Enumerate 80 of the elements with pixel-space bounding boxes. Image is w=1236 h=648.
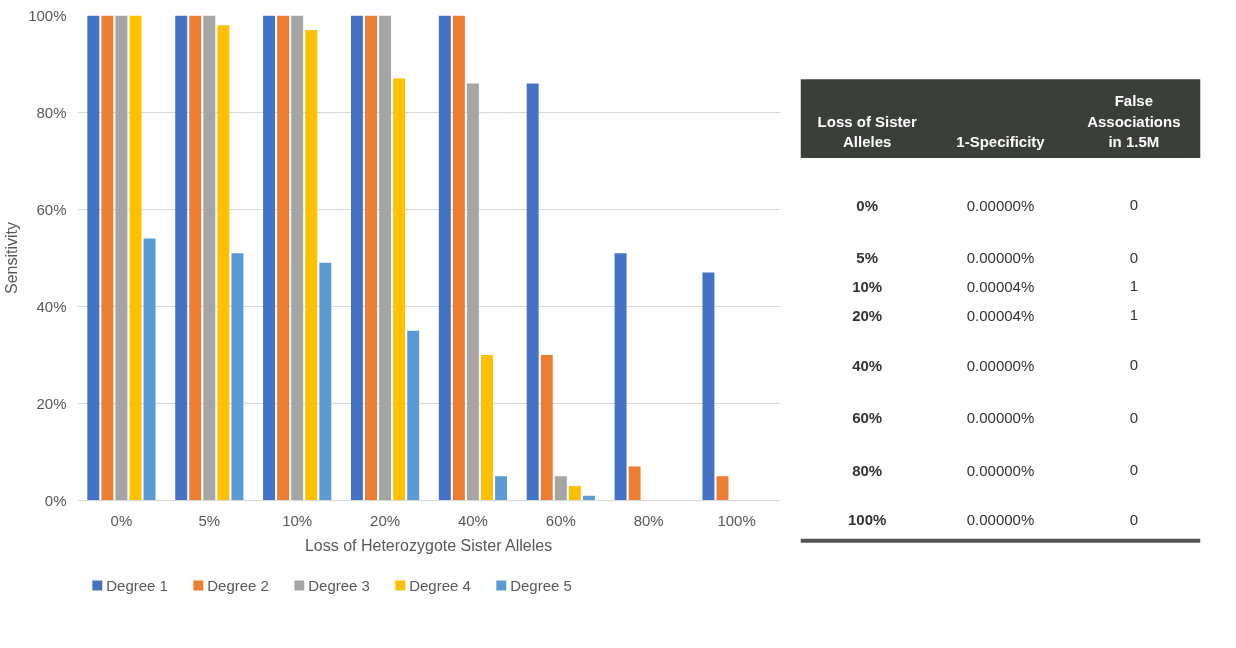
x-tick-label: 20% [370,511,401,529]
bar [481,355,493,501]
x-axis-title: Loss of Heterozygote Sister Alleles [304,536,553,554]
legend-label: Degree 5 [510,577,572,594]
bar [291,15,304,501]
text: 40% [852,356,883,374]
text: 0 [1129,510,1139,528]
bar [716,476,729,501]
x-tick-label: 5% [198,511,221,529]
text: Loss of Sister Alleles [817,112,917,151]
bar [189,15,202,501]
bar [365,15,377,501]
bar [305,30,318,501]
text: 0 [1129,196,1139,214]
y-tick-label: 0% [44,492,67,509]
bar [628,466,641,501]
text: 0 [1129,408,1139,426]
text: 10% [852,277,883,295]
bar [319,262,332,501]
text: 5% [856,249,879,267]
bar [217,25,230,501]
bar [203,15,216,501]
text: 0 [1129,461,1139,479]
y-tick-label: 100% [28,7,67,24]
text: 0.00000% [966,356,1035,374]
bar [495,476,508,501]
text: 1 [1129,277,1139,295]
bar [393,78,406,501]
text: 60% [852,409,883,427]
bar [554,476,567,501]
legend-label: Degree 3 [308,577,370,594]
y-tick-label: 60% [36,201,67,218]
bar [350,15,363,501]
y-tick-label: 40% [36,298,67,315]
text: 1 [1129,306,1139,324]
text: 0% [856,196,879,214]
x-tick-label: 100% [717,511,756,529]
text: 1-Specificity [956,133,1046,151]
y-tick-label: 80% [36,104,67,121]
text: 20% [852,306,883,324]
text: 0.00004% [966,277,1035,295]
bar [614,253,627,501]
text: 0.00000% [966,461,1035,479]
bar [143,238,156,501]
bar [452,15,465,501]
bar [263,15,276,501]
y-axis-title: Sensitivity [3,221,21,295]
x-tick-label: 10% [282,511,313,529]
text: 0.00000% [966,196,1035,214]
bar [438,15,451,501]
x-tick-label: 40% [457,511,488,529]
bar [101,15,114,501]
text: 0.00004% [966,306,1035,324]
x-tick-label: 80% [633,511,664,529]
bar [702,272,715,501]
x-tick-label: 0% [110,511,133,529]
text: False Associations in 1.5M [1087,92,1181,151]
text: 0.00000% [966,249,1035,267]
y-tick-label: 20% [36,395,67,412]
x-tick-label: 60% [545,511,576,529]
bar [277,15,290,501]
legend-label: Degree 2 [207,577,269,594]
bar [129,15,142,501]
bar [568,485,581,501]
bar [526,83,539,501]
bar [87,15,100,501]
bar [379,15,392,501]
legend-label: Degree 4 [409,577,471,594]
bar [231,253,244,501]
bar [407,330,420,501]
bar [466,83,479,501]
text: 0 [1129,248,1139,266]
text: 80% [852,461,883,479]
bar [115,15,128,501]
text: 0.00000% [966,511,1035,529]
text: 0.00000% [966,409,1035,427]
bar [540,355,553,501]
bar [175,15,188,501]
text: 0 [1129,356,1139,374]
legend-label: Degree 1 [106,577,168,594]
